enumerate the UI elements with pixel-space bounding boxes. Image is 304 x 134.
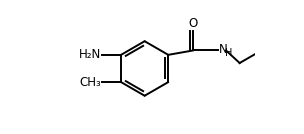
Text: H: H <box>225 49 232 58</box>
Text: H₂N: H₂N <box>79 48 101 61</box>
Text: O: O <box>188 17 198 30</box>
Text: CH₃: CH₃ <box>79 76 101 89</box>
Text: N: N <box>219 43 227 56</box>
